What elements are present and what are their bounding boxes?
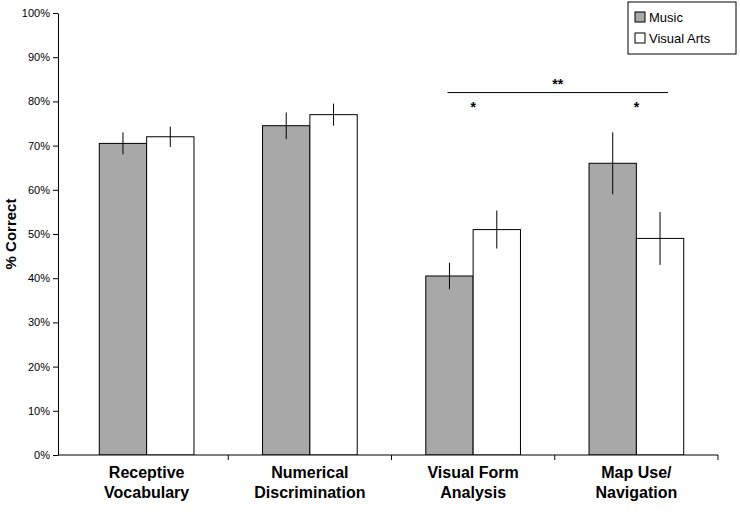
- y-tick-label: 40%: [28, 272, 50, 284]
- x-tick-label-line: Map Use/: [601, 464, 672, 481]
- error-bar: [122, 132, 123, 154]
- chart: 0% 10% 20% 30% 40% 50% 60% 70% 80% 90% 100% % Corre…: [0, 0, 740, 515]
- y-axis: 0% 10% 20% 30% 40% 50% 60% 70% 80% 90% 100%: [22, 7, 59, 461]
- y-tick-label: 0%: [34, 449, 50, 461]
- x-tick-label-line: Analysis: [440, 484, 506, 501]
- y-tick-mark: [53, 57, 58, 58]
- y-tick-label: 50%: [28, 228, 50, 240]
- y-tick-label: 70%: [28, 140, 50, 152]
- x-tick-label-line: Numerical: [271, 464, 348, 481]
- y-tick: 0%: [34, 449, 58, 461]
- error-bar: [286, 112, 287, 139]
- legend-label: Music: [649, 10, 683, 25]
- y-tick-label: 30%: [28, 316, 50, 328]
- x-axis-line: [58, 455, 718, 456]
- y-tick: 40%: [28, 272, 58, 284]
- error-bar: [660, 212, 661, 265]
- legend-swatch: [635, 33, 645, 43]
- legend-label: Visual Arts: [649, 31, 711, 46]
- y-axis-title: % Correct: [2, 199, 19, 270]
- y-tick: 30%: [28, 316, 58, 328]
- legend-frame: [628, 2, 736, 54]
- x-tick-label: Numerical Discrimination: [254, 464, 365, 501]
- y-tick: 50%: [28, 228, 58, 240]
- y-tick-label: 60%: [28, 184, 50, 196]
- y-tick-mark: [53, 13, 58, 14]
- bar: [426, 276, 473, 455]
- x-tick-label: Map Use/Navigation: [595, 464, 677, 501]
- y-tick: 90%: [28, 51, 58, 63]
- y-tick-label: 100%: [22, 7, 50, 19]
- y-tick: 20%: [28, 361, 58, 373]
- x-tick-label: Receptive Vocabulary: [104, 464, 189, 501]
- error-bar: [170, 127, 171, 147]
- x-tick-label-line: Navigation: [595, 484, 677, 501]
- legend-swatch: [635, 12, 645, 22]
- y-tick: 60%: [28, 184, 58, 196]
- x-axis: Receptive Vocabulary Numerical Discriminati…: [58, 455, 718, 501]
- bar: [473, 230, 520, 455]
- y-tick-label: 80%: [28, 95, 50, 107]
- bar: [99, 143, 146, 455]
- error-bar: [612, 132, 613, 194]
- y-tick-mark: [53, 411, 58, 412]
- x-separator: [718, 455, 719, 460]
- y-tick: 100%: [22, 7, 58, 19]
- y-tick: 10%: [28, 405, 58, 417]
- error-bar: [449, 263, 450, 290]
- bar: [147, 137, 194, 455]
- bars: [99, 104, 683, 455]
- y-tick-label: 90%: [28, 51, 50, 63]
- x-separator: [228, 455, 229, 460]
- x-separator: [554, 455, 555, 460]
- significance-label: *: [634, 99, 640, 115]
- significance-label: **: [552, 76, 563, 92]
- y-tick: 80%: [28, 95, 58, 107]
- y-tick-mark: [53, 190, 58, 191]
- bar: [310, 115, 357, 455]
- bar: [263, 126, 310, 455]
- annotations: ****: [447, 76, 668, 115]
- y-tick-mark: [53, 278, 58, 279]
- y-axis-line: [58, 14, 59, 456]
- error-bar: [333, 104, 334, 126]
- y-tick-mark: [53, 234, 58, 235]
- x-tick-label-line: Vocabulary: [104, 484, 189, 501]
- significance-label: *: [470, 99, 476, 115]
- significance-bracket: [447, 92, 668, 93]
- bar: [636, 238, 683, 455]
- y-tick-mark: [53, 367, 58, 368]
- x-tick-label-line: Discrimination: [254, 484, 365, 501]
- x-tick-label-line: Visual Form: [427, 464, 518, 481]
- legend: Music Visual Arts: [628, 2, 736, 54]
- x-tick-label-line: Receptive: [109, 464, 185, 481]
- y-tick: 70%: [28, 140, 58, 152]
- y-tick-mark: [53, 322, 58, 323]
- x-separator: [391, 455, 392, 460]
- y-tick-label: 20%: [28, 361, 50, 373]
- bar: [589, 163, 636, 455]
- y-tick-label: 10%: [28, 405, 50, 417]
- y-tick-mark: [53, 101, 58, 102]
- error-bar: [496, 211, 497, 249]
- y-tick-mark: [53, 455, 58, 456]
- x-tick-label: Visual Form Analysis: [427, 464, 518, 501]
- y-tick-mark: [53, 146, 58, 147]
